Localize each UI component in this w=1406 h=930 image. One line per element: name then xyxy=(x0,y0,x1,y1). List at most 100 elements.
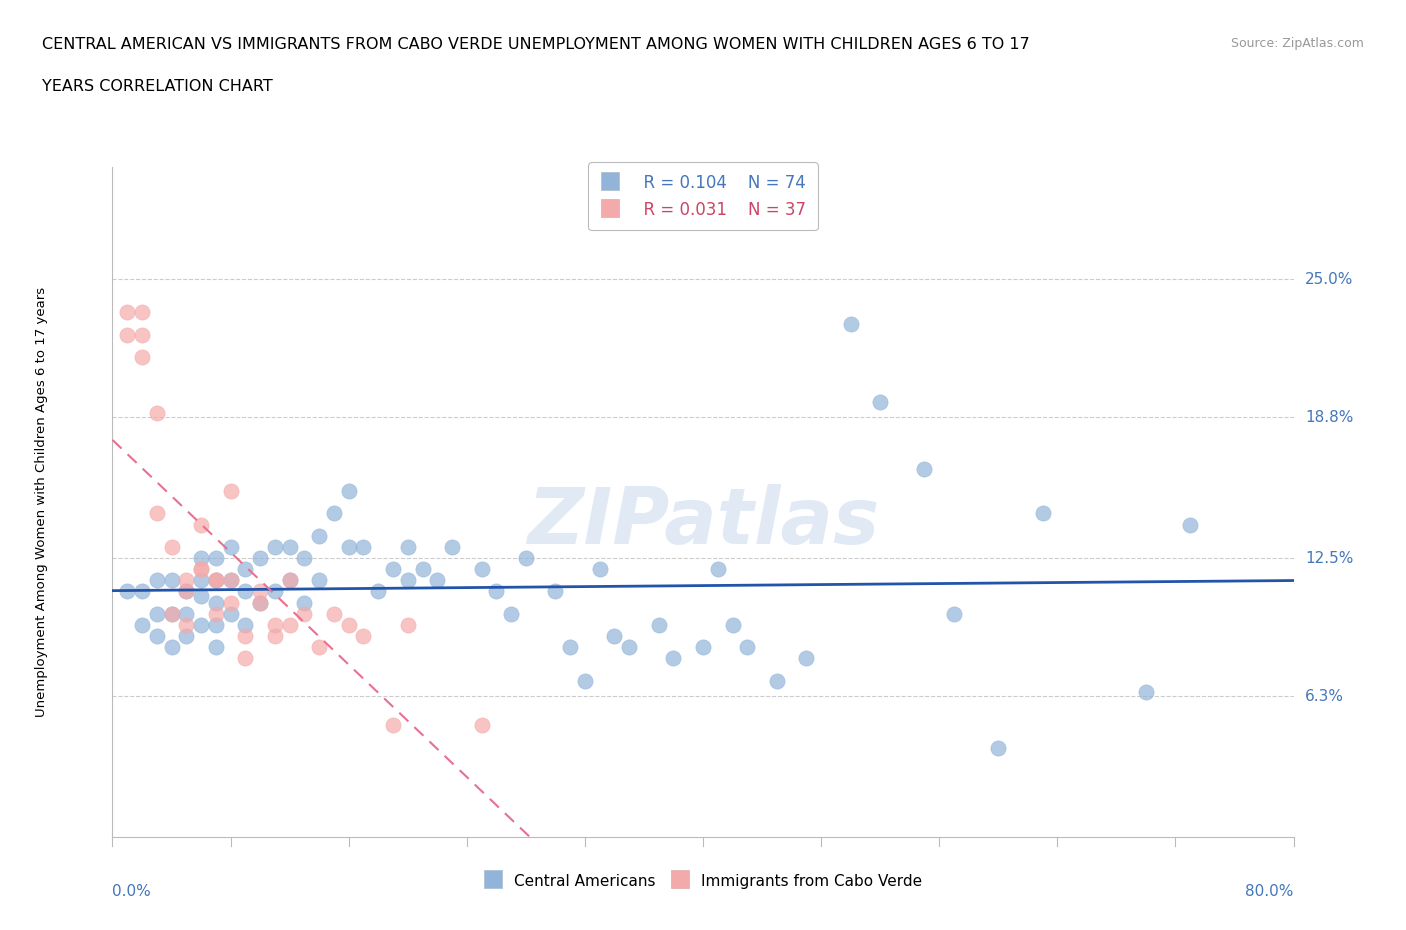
Point xyxy=(190,562,212,577)
Point xyxy=(264,618,287,632)
Point xyxy=(382,562,405,577)
Point xyxy=(219,573,242,588)
Point xyxy=(233,584,256,599)
Point xyxy=(146,629,169,644)
Point xyxy=(337,618,360,632)
Point xyxy=(219,595,242,610)
Point xyxy=(174,573,197,588)
Point xyxy=(160,640,183,655)
Point xyxy=(337,539,360,554)
Point xyxy=(721,618,744,632)
Point xyxy=(278,618,301,632)
Point xyxy=(117,584,138,599)
Point xyxy=(1032,506,1054,521)
Point xyxy=(233,629,256,644)
Point xyxy=(146,506,169,521)
Point xyxy=(131,350,153,365)
Point xyxy=(160,539,183,554)
Point xyxy=(264,584,287,599)
Point xyxy=(249,595,271,610)
Point xyxy=(352,539,374,554)
Text: 6.3%: 6.3% xyxy=(1305,689,1344,704)
Point xyxy=(146,573,169,588)
Point xyxy=(574,673,596,688)
Point xyxy=(323,506,346,521)
Point xyxy=(308,640,330,655)
Point xyxy=(249,551,271,565)
Point xyxy=(233,618,256,632)
Point xyxy=(117,327,138,342)
Point xyxy=(337,484,360,498)
Point xyxy=(117,305,138,320)
Text: Source: ZipAtlas.com: Source: ZipAtlas.com xyxy=(1230,37,1364,50)
Point xyxy=(352,629,374,644)
Point xyxy=(485,584,508,599)
Point xyxy=(160,606,183,621)
Point xyxy=(174,618,197,632)
Point xyxy=(219,539,242,554)
Point xyxy=(219,484,242,498)
Point xyxy=(205,618,228,632)
Point xyxy=(190,573,212,588)
Point xyxy=(426,573,449,588)
Point xyxy=(292,595,315,610)
Point xyxy=(544,584,567,599)
Point xyxy=(205,573,228,588)
Text: Unemployment Among Women with Children Ages 6 to 17 years: Unemployment Among Women with Children A… xyxy=(35,287,48,717)
Point xyxy=(174,584,197,599)
Legend:   R = 0.104    N = 74,   R = 0.031    N = 37: R = 0.104 N = 74, R = 0.031 N = 37 xyxy=(588,163,818,231)
Point xyxy=(131,305,153,320)
Point xyxy=(219,573,242,588)
Point xyxy=(588,562,610,577)
Point xyxy=(146,405,169,420)
Text: 18.8%: 18.8% xyxy=(1305,410,1354,425)
Point xyxy=(869,394,891,409)
Point xyxy=(796,651,818,666)
Point xyxy=(249,584,271,599)
Point xyxy=(146,606,169,621)
Point xyxy=(205,606,228,621)
Point xyxy=(470,718,494,733)
Point xyxy=(190,562,212,577)
Point xyxy=(515,551,537,565)
Point xyxy=(558,640,582,655)
Point xyxy=(233,651,256,666)
Point xyxy=(323,606,346,621)
Text: YEARS CORRELATION CHART: YEARS CORRELATION CHART xyxy=(42,79,273,94)
Point xyxy=(205,640,228,655)
Point xyxy=(647,618,671,632)
Point xyxy=(619,640,641,655)
Point xyxy=(264,629,287,644)
Point xyxy=(160,573,183,588)
Point xyxy=(411,562,433,577)
Point xyxy=(292,551,315,565)
Point xyxy=(131,327,153,342)
Point xyxy=(662,651,685,666)
Text: 25.0%: 25.0% xyxy=(1305,272,1354,286)
Point xyxy=(470,562,494,577)
Point xyxy=(367,584,389,599)
Point xyxy=(190,517,212,532)
Point xyxy=(308,573,330,588)
Point xyxy=(205,595,228,610)
Point xyxy=(308,528,330,543)
Point xyxy=(396,618,419,632)
Point xyxy=(396,539,419,554)
Point xyxy=(190,618,212,632)
Text: 12.5%: 12.5% xyxy=(1305,551,1354,565)
Point xyxy=(396,573,419,588)
Point xyxy=(131,584,153,599)
Point xyxy=(501,606,523,621)
Point xyxy=(190,551,212,565)
Point xyxy=(1135,684,1157,699)
Point xyxy=(737,640,759,655)
Point xyxy=(1178,517,1201,532)
Text: CENTRAL AMERICAN VS IMMIGRANTS FROM CABO VERDE UNEMPLOYMENT AMONG WOMEN WITH CHI: CENTRAL AMERICAN VS IMMIGRANTS FROM CABO… xyxy=(42,37,1031,52)
Point xyxy=(692,640,714,655)
Point xyxy=(987,740,1010,755)
Point xyxy=(160,606,183,621)
Point xyxy=(174,606,197,621)
Point xyxy=(914,461,936,476)
Point xyxy=(205,551,228,565)
Text: 0.0%: 0.0% xyxy=(112,884,152,899)
